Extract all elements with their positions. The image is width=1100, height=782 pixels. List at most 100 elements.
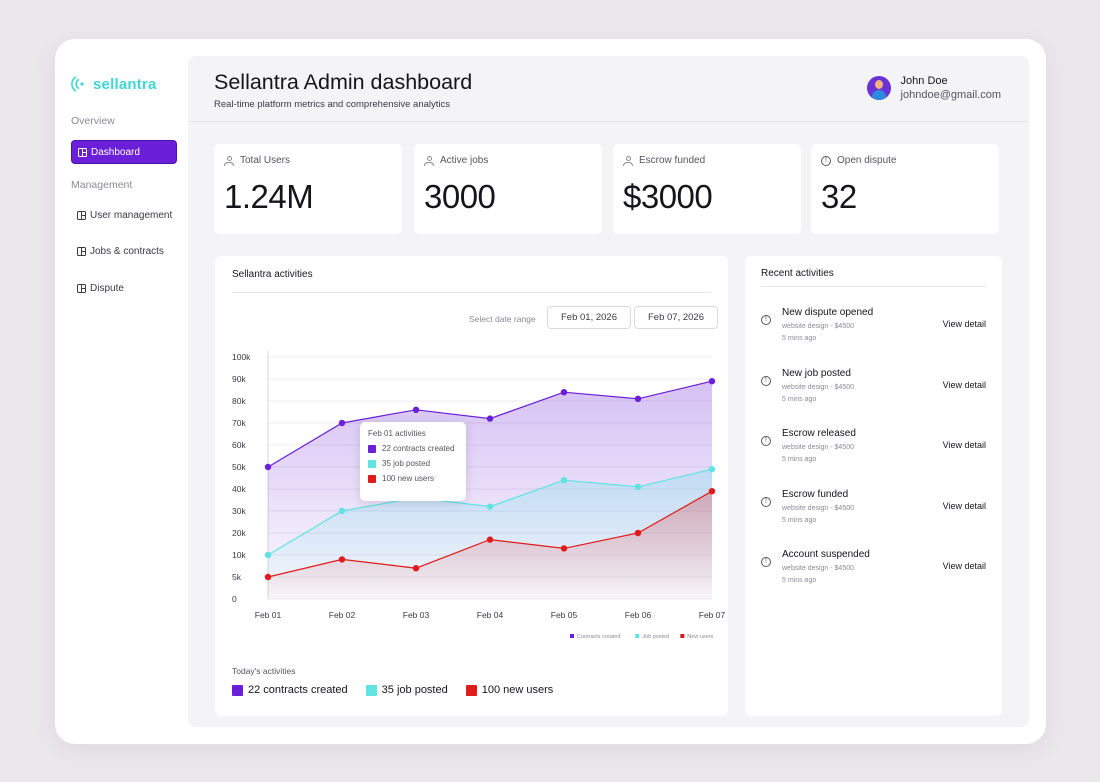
sidebar-item-user-management[interactable]: User management — [71, 203, 177, 227]
data-point — [708, 466, 716, 473]
sidebar-item-dashboard[interactable]: Dashboard — [71, 140, 177, 164]
page-title: Sellantra Admin dashboard — [214, 70, 473, 94]
brand-name: sellantra — [93, 75, 157, 93]
data-point — [634, 395, 642, 402]
y-tick-label: 100k — [232, 352, 251, 362]
todays-activities: 22 contracts created 35 job posted 100 n… — [232, 684, 553, 696]
view-detail-link[interactable]: View detail — [942, 319, 986, 329]
sidebar-item-label: User management — [90, 209, 173, 221]
data-point — [560, 545, 568, 552]
view-detail-link[interactable]: View detail — [942, 440, 986, 450]
data-point — [486, 415, 494, 422]
activity-meta: website design - $4500 — [782, 384, 854, 391]
section-overview: Overview — [71, 115, 115, 127]
activity-item: ! New job posted website design - $4500 … — [761, 368, 986, 414]
legend-swatch — [635, 634, 640, 638]
activity-time: 5 mins ago — [782, 517, 817, 524]
x-tick-label: Feb 02 — [329, 610, 356, 620]
recent-title: Recent activities — [761, 268, 834, 279]
stat-label: Active jobs — [440, 155, 489, 166]
activity-title: Escrow released — [782, 428, 856, 439]
todays-activities-label: Today's activities — [232, 666, 296, 676]
y-tick-label: 0 — [232, 594, 237, 604]
user-profile[interactable]: John Doe johndoe@gmail.com — [866, 75, 1001, 101]
main-panel: Sellantra Admin dashboard Real-time plat… — [188, 56, 1029, 727]
stat-value: 32 — [821, 178, 857, 215]
activity-item: ! Escrow funded website design - $4500 5… — [761, 489, 986, 535]
legend-swatch — [368, 444, 376, 453]
stat-card-escrow-funded: Escrow funded $3000 — [613, 144, 801, 234]
activity-meta: website design - $4500 — [782, 565, 854, 572]
stat-value: 1.24M — [224, 178, 314, 215]
legend-swatch — [465, 684, 477, 696]
y-tick-label: 50k — [232, 462, 246, 472]
activity-time: 5 mins ago — [782, 335, 817, 342]
tooltip-row: 22 contracts created — [368, 444, 458, 453]
data-point — [412, 406, 420, 413]
y-tick-label: 10k — [232, 550, 246, 560]
data-point — [338, 507, 346, 515]
divider — [761, 286, 986, 287]
today-item-label: 100 new users — [481, 684, 554, 696]
activity-time: 5 mins ago — [782, 396, 817, 403]
logo-icon — [71, 76, 84, 92]
sidebar-item-jobs-contracts[interactable]: Jobs & contracts — [71, 239, 177, 263]
today-item-label: 22 contracts created — [248, 684, 348, 696]
end-date-picker[interactable]: Feb 07, 2026 — [634, 306, 718, 329]
legend-swatch — [232, 684, 243, 696]
tooltip-row: 100 new users — [368, 474, 458, 483]
layout-icon — [77, 210, 86, 220]
divider — [232, 292, 711, 293]
data-point — [560, 477, 568, 484]
page-header: Sellantra Admin dashboard Real-time plat… — [188, 56, 1029, 122]
recent-activities-card: Recent activities ! New dispute opened w… — [745, 256, 1002, 716]
series-area — [268, 491, 712, 599]
alert-icon: ! — [761, 436, 771, 446]
activity-meta: website design - $4500 — [782, 323, 854, 330]
y-tick-label: 20k — [232, 528, 246, 538]
data-point — [634, 529, 642, 537]
y-tick-label: 30k — [232, 506, 246, 516]
legend-label: Contracts created — [577, 634, 620, 640]
legend-swatch — [680, 634, 685, 638]
sidebar-item-label: Dispute — [90, 282, 124, 294]
data-point — [338, 556, 346, 563]
y-tick-label: 5k — [232, 572, 242, 582]
stat-label: Total Users — [240, 155, 291, 166]
data-point — [338, 419, 346, 427]
data-point — [264, 463, 272, 471]
data-point — [486, 536, 494, 543]
stat-card-total-users: Total Users 1.24M — [214, 144, 402, 234]
sidebar-item-dispute[interactable]: Dispute — [71, 276, 177, 300]
date-range-label: Select date range — [469, 314, 536, 324]
y-tick-label: 70k — [232, 418, 246, 428]
activity-item: ! Escrow released website design - $4500… — [761, 428, 986, 474]
activity-item: ! New dispute opened website design - $4… — [761, 307, 986, 353]
legend-label: New users — [687, 634, 713, 640]
data-point — [486, 503, 494, 510]
user-name: John Doe — [900, 75, 948, 87]
activity-time: 5 mins ago — [782, 456, 817, 463]
view-detail-link[interactable]: View detail — [942, 501, 986, 511]
x-tick-label: Feb 07 — [699, 610, 726, 620]
activity-title: New dispute opened — [782, 307, 874, 318]
today-item-label: 35 job posted — [381, 684, 448, 696]
start-date-picker[interactable]: Feb 01, 2026 — [547, 306, 631, 329]
users-icon — [224, 155, 234, 166]
data-point — [412, 565, 420, 572]
user-email: johndoe@gmail.com — [900, 89, 1001, 101]
alert-icon: ! — [761, 497, 771, 507]
chart-tooltip: Feb 01 activities 22 contracts created 3… — [360, 422, 466, 501]
legend-swatch — [365, 684, 377, 696]
chart-title: Sellantra activities — [232, 269, 313, 280]
view-detail-link[interactable]: View detail — [942, 380, 986, 390]
tooltip-row-label: 22 contracts created — [382, 444, 455, 453]
brand-logo[interactable]: sellantra — [71, 75, 157, 93]
view-detail-link[interactable]: View detail — [942, 561, 986, 571]
avatar[interactable] — [866, 76, 891, 100]
stat-value: $3000 — [623, 178, 713, 215]
page-subtitle: Real-time platform metrics and comprehen… — [214, 99, 451, 110]
x-tick-label: Feb 03 — [403, 610, 430, 620]
alert-icon: ! — [761, 557, 771, 567]
x-tick-label: Feb 01 — [255, 610, 282, 620]
